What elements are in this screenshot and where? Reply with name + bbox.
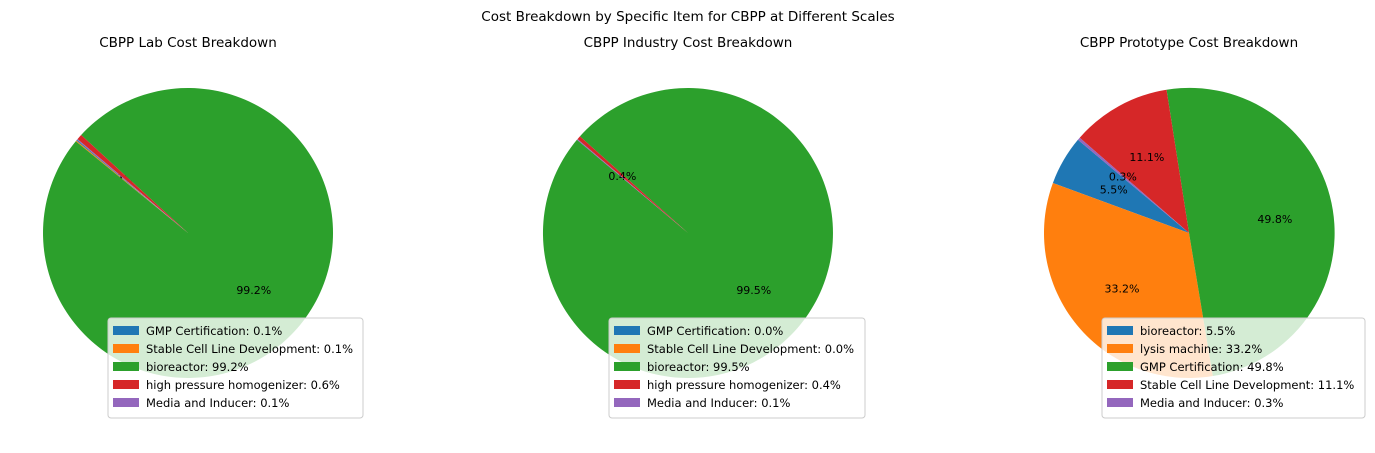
slice-percent-label: 33.2% — [1105, 283, 1140, 296]
slice-percent-label: 49.8% — [1257, 213, 1292, 226]
legend-swatch-gmp-certification — [1107, 362, 1133, 371]
pie-slice-media-and-inducer — [576, 139, 688, 233]
legend-entry: high pressure homogenizer: 0.4% — [647, 378, 841, 392]
legend-swatch-bioreactor — [614, 362, 640, 371]
pie-slice-stable-cell-line-development — [75, 140, 188, 233]
figure-suptitle: Cost Breakdown by Specific Item for CBPP… — [481, 9, 894, 25]
slice-percent-label: 99.5% — [736, 284, 771, 297]
chart-legend: bioreactor: 5.5% lysis machine: 33.2% GMP … — [1101, 317, 1366, 419]
legend-swatch-bioreactor — [113, 362, 139, 371]
pie-slice-bioreactor — [43, 87, 334, 378]
legend-swatch-stable-cell-line-development — [113, 344, 139, 353]
legend-entry: bioreactor: 5.5% — [1140, 324, 1235, 338]
legend-entry: bioreactor: 99.2% — [146, 360, 249, 374]
slice-percent-label: 0.3% — [1109, 171, 1137, 184]
legend-swatch-media-and-inducer — [1107, 398, 1133, 407]
pie-slice-media-and-inducer — [1077, 137, 1189, 233]
pie-slice-stable-cell-line-development — [1079, 89, 1189, 233]
chart-legend: GMP Certification: 0.0% Stable Cell Line … — [608, 317, 866, 419]
legend-entry: high pressure homogenizer: 0.6% — [146, 378, 340, 392]
chart-title: CBPP Industry Cost Breakdown — [584, 35, 793, 51]
industry-pie-chart: CBPP Industry Cost Breakdown0.0%0.0%99.5… — [542, 35, 866, 419]
slice-percent-label: 11.1% — [1129, 151, 1164, 164]
slice-percent-label: 0.4% — [608, 170, 636, 183]
prototype-pie-chart: CBPP Prototype Cost Breakdown 5.5% 33.2% 49… — [1043, 35, 1366, 419]
legend-swatch-stable-cell-line-development — [614, 344, 640, 353]
legend-swatch-media-and-inducer — [614, 398, 640, 407]
legend-swatch-gmp-certification — [113, 326, 139, 335]
legend-frame — [107, 317, 364, 419]
pie-slice-high-pressure-homogenizer — [77, 135, 188, 233]
pie-slice-media-and-inducer — [76, 139, 188, 233]
chart-title: CBPP Prototype Cost Breakdown — [1080, 35, 1298, 51]
legend-entry: lysis machine: 33.2% — [1140, 342, 1262, 356]
legend-entry: bioreactor: 99.5% — [647, 360, 750, 374]
slice-percent-label: 5.5% — [1100, 183, 1128, 196]
lab-pie-chart: CBPP Lab Cost Breakdown0.1%0.1%99.2%GMP … — [43, 35, 364, 419]
legend-swatch-gmp-certification — [614, 326, 640, 335]
legend-swatch-high-pressure-homogenizer — [113, 380, 139, 389]
legend-entry: Stable Cell Line Development: 0.0% — [647, 342, 854, 356]
slice-percent-label: 99.2% — [236, 284, 271, 297]
chart-legend: GMP Certification: 0.1% Stable Cell Line … — [107, 317, 364, 419]
legend-entry: Media and Inducer: 0.3% — [1140, 396, 1283, 410]
legend-entry: GMP Certification: 49.8% — [1140, 360, 1284, 374]
legend-entry: GMP Certification: 0.0% — [647, 324, 783, 338]
pie-slice-gmp-certification — [1166, 87, 1335, 377]
legend-entry: Media and Inducer: 0.1% — [146, 396, 289, 410]
legend-entry: Stable Cell Line Development: 11.1% — [1140, 378, 1354, 392]
legend-entry: Media and Inducer: 0.1% — [647, 396, 790, 410]
pie-slice-bioreactor — [542, 88, 833, 379]
legend-swatch-high-pressure-homogenizer — [614, 380, 640, 389]
chart-title: CBPP Lab Cost Breakdown — [99, 35, 277, 51]
legend-swatch-bioreactor — [1107, 326, 1133, 335]
legend-swatch-stable-cell-line-development — [1107, 380, 1133, 389]
pie-slice-high-pressure-homogenizer — [577, 136, 688, 233]
legend-frame — [608, 317, 866, 419]
legend-swatch-lysis-machine — [1107, 344, 1133, 353]
legend-entry: GMP Certification: 0.1% — [146, 324, 282, 338]
legend-entry: Stable Cell Line Development: 0.1% — [146, 342, 353, 356]
legend-swatch-media-and-inducer — [113, 398, 139, 407]
pie-slice-bioreactor — [1052, 139, 1189, 233]
legend-frame — [1101, 317, 1366, 419]
pie-slice-gmp-certification — [76, 139, 188, 233]
